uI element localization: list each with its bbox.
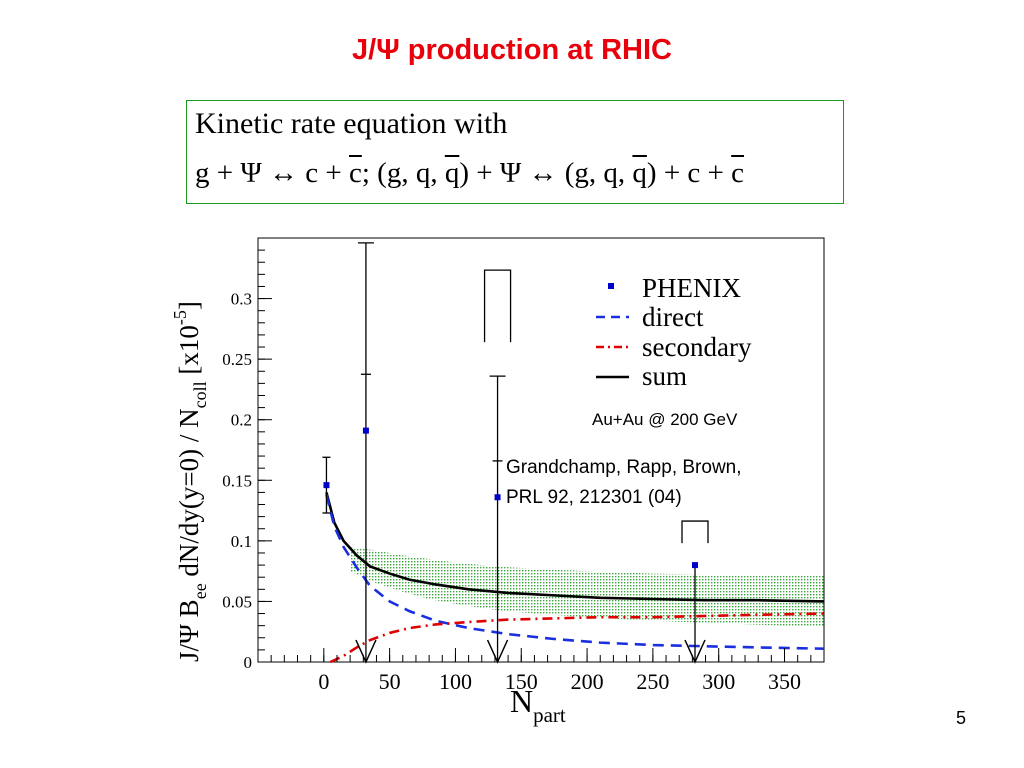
limit-arrow-2: [486, 639, 509, 664]
reaction-equation: g + Ψ ↔ c + c; (g, q, q) + Ψ ↔ (g, q, q)…: [195, 157, 744, 190]
x-tick-label-1: 50: [379, 669, 401, 694]
x-tick-label-7: 350: [768, 669, 801, 694]
plot-frame: [257, 237, 825, 663]
x-tick-label-6: 300: [702, 669, 735, 694]
legend-label-sum: sum: [642, 361, 687, 391]
y-tick-label-2: 0.1: [231, 532, 252, 551]
x-tick-label-0: 0: [318, 669, 329, 694]
y-tick-label-0: 0: [244, 653, 253, 672]
limit-arrow-1: [355, 639, 377, 664]
x-tick-label-4: 200: [571, 669, 604, 694]
page-number: 5: [955, 708, 966, 728]
phenix-point-3: [692, 562, 699, 569]
system-annotation: Au+Au @ 200 GeV: [592, 410, 738, 429]
y-tick-label-5: 0.25: [222, 350, 252, 369]
x-tick-label-3: 150: [505, 669, 538, 694]
legend-marker-phenix: [608, 283, 614, 289]
eq-part-2: ; (g, q,: [361, 157, 445, 189]
y-tick-label-3: 0.15: [222, 471, 252, 490]
phenix-point-0: [323, 482, 330, 489]
legend-label-direct: direct: [642, 302, 704, 332]
series-line-direct: [325, 494, 825, 650]
eq-part-6: ) + c +: [646, 157, 732, 189]
x-axis-label: Npart: [510, 683, 566, 727]
x-tick-label-2: 100: [439, 669, 472, 694]
uncertainty-band: [350, 546, 824, 627]
phenix-point-2: [494, 494, 501, 501]
eq-part-anticharm-1: c: [348, 157, 362, 189]
y-tick-label-1: 0.05: [222, 592, 252, 611]
phenix-point-1: [362, 427, 369, 434]
syst-bracket-2: [483, 269, 512, 343]
eq-part-0: g + Ψ ↔ c +: [195, 157, 349, 189]
eq-part-4: ) + Ψ ↔ (g, q,: [459, 157, 633, 189]
eq-part-antiquark-2: q: [632, 157, 647, 189]
eq-part-antiquark-1: q: [444, 157, 460, 189]
equation-box: Kinetic rate equation with g + Ψ ↔ c + c…: [186, 100, 844, 204]
slide-title: J/Ψ production at RHIC: [352, 34, 672, 66]
legend-label-secondary: secondary: [642, 332, 752, 362]
y-tick-label-6: 0.3: [231, 290, 252, 309]
eq-part-anticharm-2: c: [731, 157, 745, 189]
y-axis-label: J/Ψ Bee dN/dy(y=0) / Ncoll [x10-5]: [170, 301, 210, 662]
equation-heading: Kinetic rate equation with: [195, 107, 508, 140]
limit-arrow-3: [684, 639, 706, 664]
syst-bracket-3: [681, 520, 709, 544]
series-line-sum: [325, 492, 825, 603]
legend: PHENIX direct secondary sum: [596, 273, 752, 391]
y-tick-label-4: 0.2: [231, 411, 252, 430]
reference-line1: Grandchamp, Rapp, Brown,: [506, 457, 742, 478]
legend-label-phenix: PHENIX: [642, 273, 741, 303]
x-tick-label-5: 250: [636, 669, 669, 694]
reference-line2: PRL 92, 212301 (04): [506, 487, 682, 508]
